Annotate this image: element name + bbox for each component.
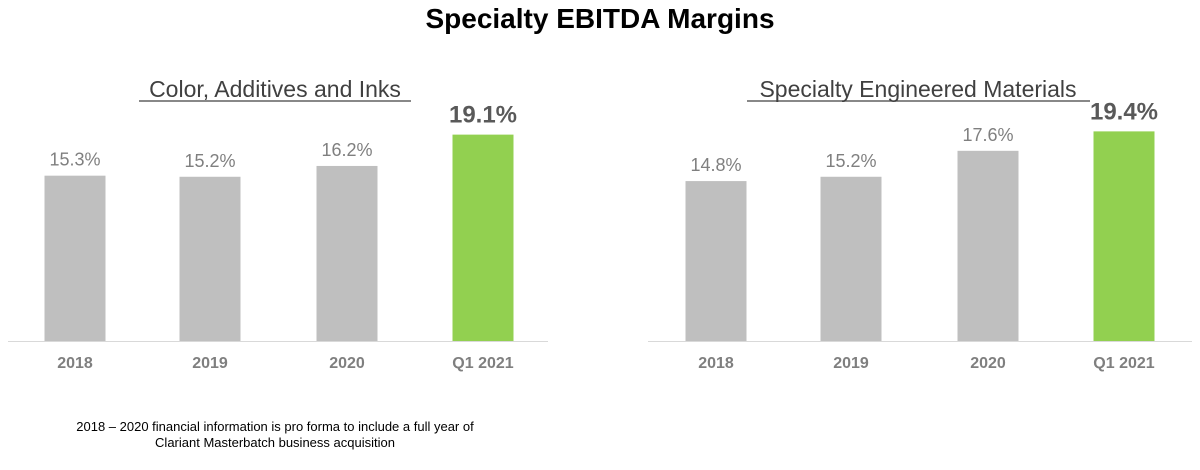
footnote: 2018 – 2020 financial information is pro…: [30, 419, 520, 451]
chart-2-x-tick-1: 2018: [698, 355, 734, 372]
chart-2-x-tick-3: 2020: [970, 355, 1006, 372]
chart-1-x-tick-3: 2020: [329, 355, 365, 372]
chart-1-x-tick-1: 2018: [57, 355, 93, 372]
chart-2-bar-2: [820, 176, 882, 341]
chart-1-data-label-2: 15.2%: [184, 151, 235, 171]
page-title: Specialty EBITDA Margins: [425, 3, 775, 34]
chart-2-data-label-1: 14.8%: [690, 155, 741, 175]
chart-1-data-label-4: 19.1%: [449, 102, 517, 129]
chart-1-data-label-3: 16.2%: [321, 140, 372, 160]
chart-1-bar-3: [316, 165, 378, 341]
chart-1-title: Color, Additives and Inks: [149, 76, 401, 102]
chart-2-data-label-3: 17.6%: [962, 125, 1013, 145]
chart-2-x-tick-4: Q1 2021: [1093, 355, 1154, 372]
footnote-line-1: 2018 – 2020 financial information is pro…: [76, 419, 474, 434]
chart-1-bar-2: [179, 176, 241, 341]
chart-1-data-label-1: 15.3%: [49, 150, 100, 170]
chart-2-bar-1: [685, 181, 747, 341]
chart-2-data-label-4: 19.4%: [1090, 98, 1158, 125]
chart-2-x-tick-2: 2019: [833, 355, 869, 372]
chart-1-bar-4: [452, 134, 514, 341]
chart-1-x-tick-4: Q1 2021: [452, 355, 513, 372]
chart-2-bar-3: [957, 150, 1019, 341]
footnote-line-2: Clariant Masterbatch business acquisitio…: [155, 435, 395, 450]
chart-1-bar-1: [44, 175, 106, 341]
chart-2-bar-4: [1093, 131, 1155, 341]
chart-2-data-label-2: 15.2%: [825, 151, 876, 171]
chart-2-title: Specialty Engineered Materials: [759, 76, 1076, 102]
chart-1-x-tick-2: 2019: [192, 355, 228, 372]
